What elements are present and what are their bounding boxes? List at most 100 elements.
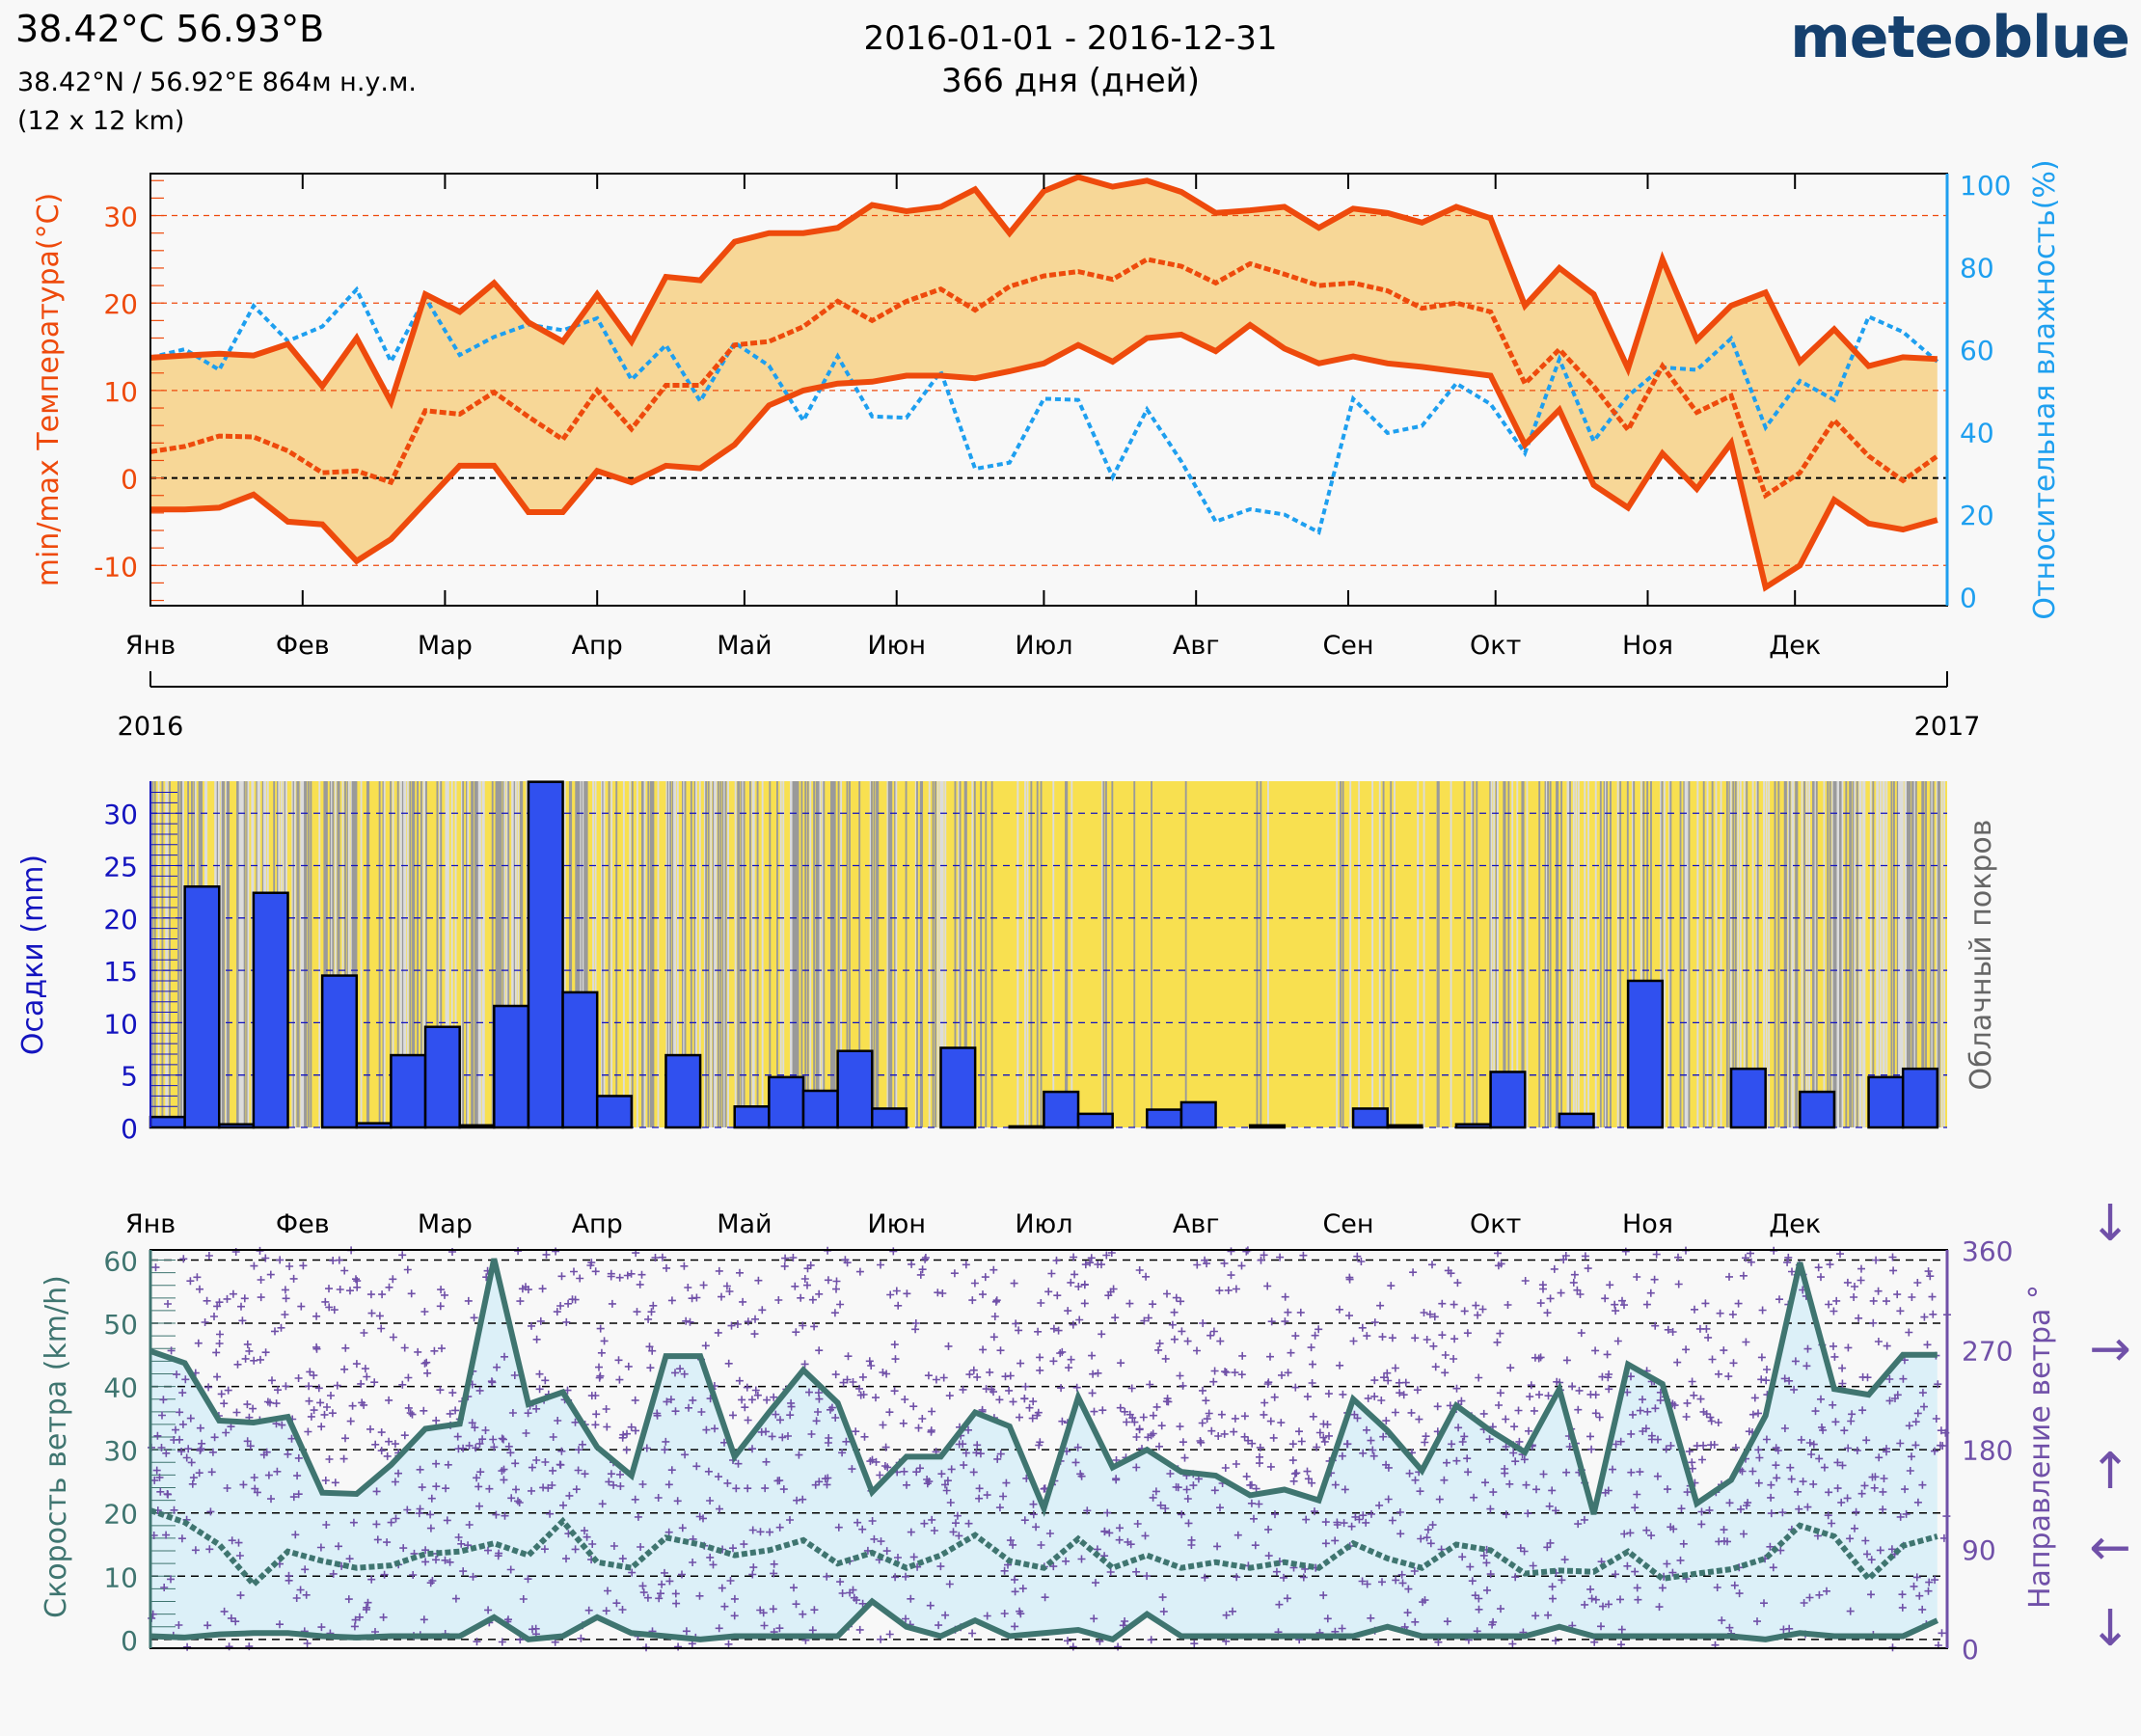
cloud-cover-stripe <box>698 781 701 1127</box>
wind-direction-point <box>1621 1247 1630 1256</box>
wind-direction-point <box>1511 1573 1520 1582</box>
wind-direction-point <box>353 1277 362 1286</box>
wind-direction-point <box>1229 1607 1236 1615</box>
wind-direction-point <box>1838 1379 1847 1388</box>
meteoblue-logo[interactable]: meteoblue <box>1790 4 2130 71</box>
wind-direction-point <box>1184 1519 1193 1528</box>
wind-direction-point <box>310 1406 318 1415</box>
wind-direction-point <box>1109 1285 1118 1293</box>
cloud-cover-stripe <box>1938 781 1940 1127</box>
cloud-cover-stripe <box>1827 781 1829 1127</box>
wind-direction-point <box>855 1267 864 1276</box>
wind-direction-point <box>769 1605 777 1614</box>
cloud-cover-stripe <box>1516 781 1519 1127</box>
wind-direction-point <box>1056 1349 1065 1358</box>
wind-direction-point <box>682 1627 691 1636</box>
wind-direction-point <box>1509 1449 1518 1457</box>
wind-direction-point <box>1199 1386 1206 1395</box>
cloud-cover-stripe <box>1688 781 1691 1127</box>
wind-direction-point <box>775 1523 784 1532</box>
wind-direction-point <box>187 1458 196 1467</box>
wind-direction-point <box>1179 1381 1187 1390</box>
wind-direction-point <box>1803 1503 1812 1511</box>
wind-direction-point <box>1620 1530 1629 1538</box>
wind-direction-point <box>1612 1570 1619 1579</box>
y-tick-label: 5 <box>121 1061 138 1093</box>
wind-direction-point <box>1536 1299 1545 1308</box>
wind-direction-point <box>250 1356 258 1365</box>
wind-direction-point <box>1848 1410 1856 1419</box>
cloud-cover-stripe <box>1845 781 1848 1127</box>
wind-direction-point <box>1384 1463 1393 1472</box>
wind-direction-point <box>909 1553 918 1561</box>
wind-direction-point <box>877 1261 884 1269</box>
wind-direction-point <box>715 1624 723 1633</box>
cloud-cover-stripe <box>651 781 654 1127</box>
wind-direction-point <box>1809 1440 1818 1449</box>
wind-direction-point <box>391 1478 399 1486</box>
wind-direction-point <box>1742 1254 1749 1262</box>
cloud-cover-stripe <box>334 781 337 1127</box>
wind-direction-point <box>667 1296 676 1305</box>
wind-direction-point <box>1295 1427 1303 1436</box>
wind-direction-point <box>1441 1351 1450 1359</box>
cloud-cover-stripe <box>406 781 409 1127</box>
wind-direction-point <box>540 1545 549 1554</box>
wind-direction-point <box>1266 1417 1275 1425</box>
wind-direction-point <box>1786 1463 1795 1472</box>
wind-direction-point <box>716 1505 723 1513</box>
wind-direction-point <box>1931 1576 1939 1585</box>
wind-direction-point <box>1682 1413 1691 1421</box>
cloud-cover-stripe <box>921 781 924 1127</box>
wind-direction-point <box>1203 1415 1211 1424</box>
cloud-cover-stripe <box>741 781 743 1127</box>
wind-direction-point <box>389 1275 397 1284</box>
cloud-cover-stripe <box>467 781 470 1127</box>
wind-direction-point <box>500 1435 507 1444</box>
wind-direction-point <box>706 1497 715 1505</box>
cloud-cover-stripe <box>1763 781 1765 1127</box>
wind-direction-point <box>385 1283 393 1291</box>
wind-direction-point <box>1740 1530 1748 1538</box>
wind-direction-point <box>800 1275 809 1283</box>
wind-direction-point <box>815 1478 824 1486</box>
cloud-cover-stripe <box>940 781 943 1127</box>
cloud-cover-stripe <box>476 781 479 1127</box>
wind-direction-point <box>1052 1256 1061 1264</box>
wind-direction-point <box>1080 1281 1089 1289</box>
cloud-cover-stripe <box>723 781 726 1127</box>
wind-direction-point <box>1482 1559 1491 1567</box>
wind-direction-point <box>692 1462 701 1471</box>
wind-direction-point <box>1224 1286 1233 1294</box>
cloud-cover-stripe <box>1812 781 1814 1127</box>
wind-direction-point <box>1843 1494 1852 1503</box>
wind-direction-point <box>173 1370 181 1379</box>
wind-direction-point <box>1143 1572 1152 1581</box>
wind-direction-point <box>470 1314 478 1322</box>
wind-direction-point <box>210 1433 219 1442</box>
wind-direction-point <box>562 1555 570 1563</box>
wind-direction-point <box>1460 1307 1469 1316</box>
wind-direction-point <box>607 1272 615 1281</box>
wind-direction-point <box>548 1481 556 1489</box>
wind-direction-point <box>1339 1390 1347 1398</box>
cloud-cover-stripe <box>1912 781 1915 1127</box>
wind-direction-point <box>243 1437 252 1446</box>
cloud-cover-stripe <box>813 781 816 1127</box>
cloud-cover-stripe <box>1755 781 1758 1127</box>
wind-direction-point <box>1209 1327 1218 1336</box>
cloud-cover-stripe <box>928 781 931 1127</box>
wind-direction-point <box>485 1484 494 1493</box>
wind-direction-point <box>261 1254 270 1262</box>
cloud-cover-stripe <box>512 781 515 1127</box>
wind-direction-point <box>1102 1251 1111 1260</box>
wind-direction-point <box>612 1599 621 1608</box>
y2-tick-label: 60 <box>1960 335 1994 366</box>
wind-direction-point <box>1370 1392 1379 1400</box>
wind-direction-point <box>1098 1330 1106 1339</box>
wind-direction-point <box>1420 1309 1428 1316</box>
cloud-cover-stripe <box>1911 781 1913 1127</box>
cloud-cover-stripe <box>420 781 422 1127</box>
precipitation-bar <box>1729 1067 1767 1129</box>
cloud-cover-stripe <box>665 781 668 1127</box>
